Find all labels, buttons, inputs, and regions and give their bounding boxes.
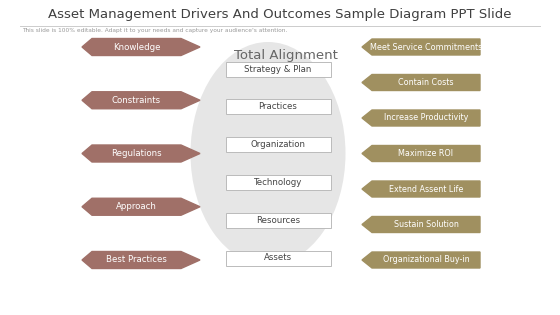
Text: Strategy & Plan: Strategy & Plan <box>244 65 312 73</box>
Text: This slide is 100% editable. Adapt it to your needs and capture your audience's : This slide is 100% editable. Adapt it to… <box>22 28 287 33</box>
Text: Asset Management Drivers And Outcomes Sample Diagram PPT Slide: Asset Management Drivers And Outcomes Sa… <box>48 8 512 21</box>
Text: Meet Service Commitments: Meet Service Commitments <box>370 43 482 51</box>
FancyBboxPatch shape <box>226 250 330 266</box>
Polygon shape <box>362 75 480 90</box>
FancyBboxPatch shape <box>226 61 330 77</box>
Text: Regulations: Regulations <box>111 149 162 158</box>
Text: Extend Assent Life: Extend Assent Life <box>389 185 463 193</box>
Polygon shape <box>362 110 480 126</box>
Text: Constraints: Constraints <box>112 96 161 105</box>
Text: Total Alignment: Total Alignment <box>234 49 338 62</box>
Text: Assets: Assets <box>264 254 292 262</box>
Polygon shape <box>82 198 200 215</box>
Polygon shape <box>362 146 480 162</box>
Text: Practices: Practices <box>259 102 297 111</box>
FancyBboxPatch shape <box>226 99 330 114</box>
Polygon shape <box>362 181 480 197</box>
Polygon shape <box>362 39 480 55</box>
Text: Best Practices: Best Practices <box>106 255 167 265</box>
Ellipse shape <box>190 42 346 265</box>
Polygon shape <box>82 92 200 109</box>
Text: Approach: Approach <box>116 202 157 211</box>
Text: Technology: Technology <box>254 178 302 187</box>
Text: Maximize ROI: Maximize ROI <box>399 149 454 158</box>
Text: Knowledge: Knowledge <box>113 43 160 51</box>
Polygon shape <box>82 251 200 268</box>
Text: Organization: Organization <box>250 140 306 149</box>
Polygon shape <box>362 216 480 232</box>
FancyBboxPatch shape <box>226 137 330 152</box>
Polygon shape <box>82 38 200 55</box>
FancyBboxPatch shape <box>226 213 330 228</box>
Text: Resources: Resources <box>256 216 300 225</box>
Text: Sustain Solution: Sustain Solution <box>394 220 459 229</box>
FancyBboxPatch shape <box>226 175 330 190</box>
Text: Contain Costs: Contain Costs <box>398 78 454 87</box>
Text: Organizational Buy-in: Organizational Buy-in <box>382 255 469 265</box>
Text: Increase Productivity: Increase Productivity <box>384 113 468 123</box>
Polygon shape <box>82 145 200 162</box>
Polygon shape <box>362 252 480 268</box>
